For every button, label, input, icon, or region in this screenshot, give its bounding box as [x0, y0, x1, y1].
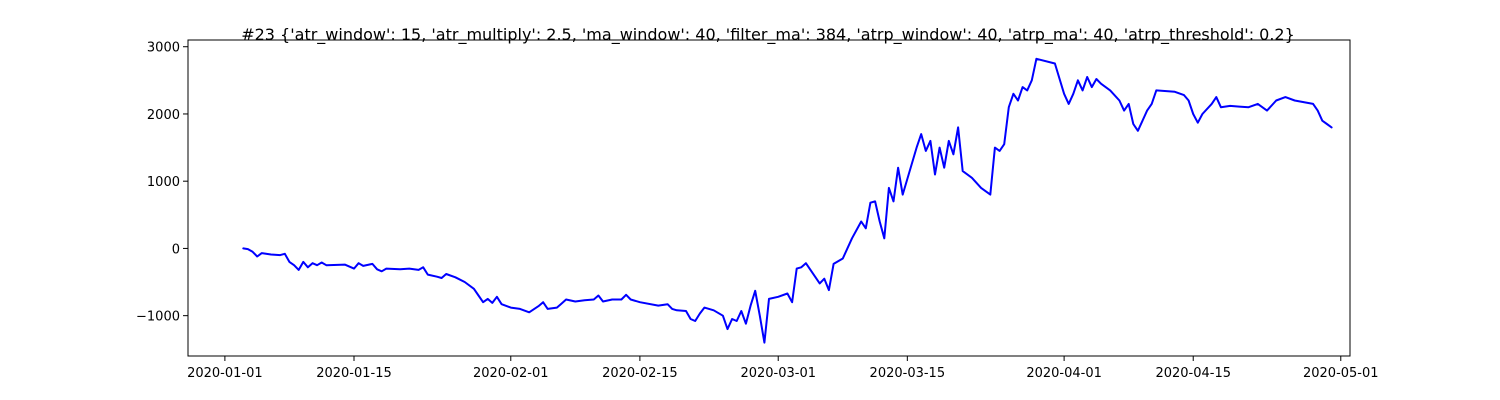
plot-area	[242, 57, 1333, 344]
y-tick-label: 0	[172, 242, 180, 257]
x-axis: 2020-01-01 2020-01-15 2020-02-01 2020-02-15…	[187, 356, 1379, 381]
x-tick-label: 2020-04-01	[1026, 366, 1102, 381]
x-tick-label: 2020-02-01	[473, 366, 549, 381]
x-tick-label: 2020-03-01	[740, 366, 816, 381]
x-tick-label: 2020-01-15	[316, 366, 392, 381]
y-tick-label: 3000	[147, 41, 180, 56]
y-tick-label: −1000	[136, 310, 180, 325]
x-tick-label: 2020-04-15	[1155, 366, 1231, 381]
y-tick-label: 2000	[147, 108, 180, 123]
x-tick-label: 2020-05-01	[1303, 366, 1379, 381]
plot-frame	[187, 39, 1351, 357]
x-tick-label: 2020-02-15	[602, 366, 678, 381]
y-axis: −1000 0 1000 2000 3000	[136, 41, 188, 325]
y-tick-label: 1000	[147, 175, 180, 190]
x-tick-label: 2020-01-01	[187, 366, 263, 381]
chart-title: #23 {'atr_window': 15, 'atr_multiply': 2…	[241, 25, 1295, 45]
equity-series-line	[242, 57, 1333, 344]
x-tick-label: 2020-03-15	[870, 366, 946, 381]
